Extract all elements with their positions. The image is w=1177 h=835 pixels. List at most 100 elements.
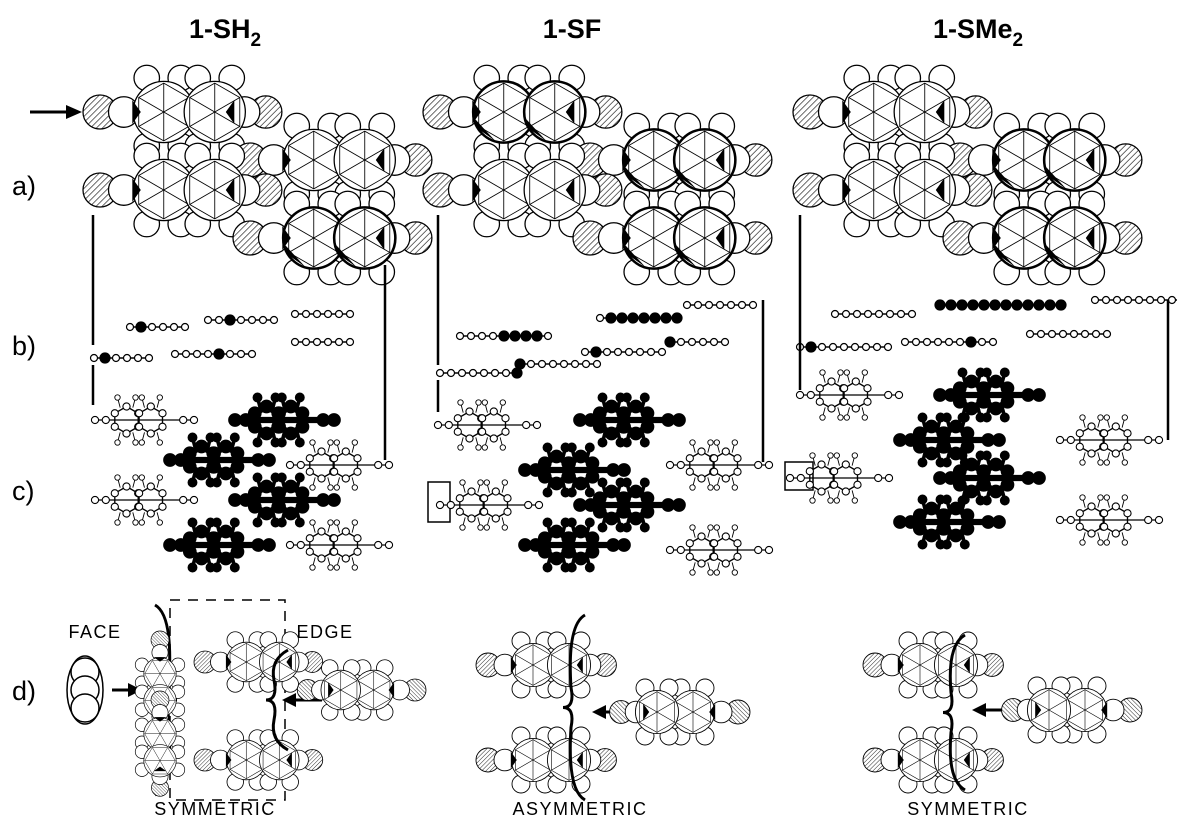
atom <box>347 311 354 318</box>
h-atom <box>1122 415 1127 420</box>
h-atom <box>862 370 867 375</box>
atom <box>993 516 1006 529</box>
atom <box>434 421 441 428</box>
atom <box>711 339 718 346</box>
h-atom <box>115 520 120 525</box>
atom <box>515 359 525 369</box>
h-atom <box>1080 415 1085 420</box>
row-label: c) <box>12 476 35 506</box>
h-atom <box>640 438 649 447</box>
atom <box>965 402 978 415</box>
atom <box>550 477 563 490</box>
atom <box>734 540 741 547</box>
h-atom <box>844 370 849 375</box>
atom <box>194 351 201 358</box>
h-atom <box>834 453 839 458</box>
atom <box>1034 300 1044 310</box>
h-atom <box>543 488 552 497</box>
atom <box>698 475 705 482</box>
atom <box>149 324 156 331</box>
h-atom <box>482 400 487 405</box>
atom <box>841 398 848 405</box>
h-atom <box>115 395 120 400</box>
atom <box>447 501 454 508</box>
h-atom <box>598 438 607 447</box>
atom <box>628 313 638 323</box>
atom <box>935 339 942 346</box>
h-atom <box>708 485 713 490</box>
atom <box>1158 297 1165 304</box>
atom <box>673 499 686 512</box>
atom <box>935 300 945 310</box>
atom <box>1033 389 1046 402</box>
h-atom <box>960 495 969 504</box>
atom <box>841 344 848 351</box>
h-atom <box>622 478 631 487</box>
atom <box>136 490 143 497</box>
ball-stick-molecule <box>796 370 902 420</box>
atom <box>734 553 741 560</box>
atom <box>875 474 882 481</box>
atom <box>957 300 967 310</box>
atom <box>111 490 118 497</box>
atom <box>978 395 991 408</box>
atom <box>220 467 233 480</box>
ball-stick-molecule <box>229 393 341 447</box>
h-atom <box>844 415 849 420</box>
atom <box>1049 331 1056 338</box>
ball-stick-molecule <box>91 395 197 445</box>
atom <box>885 391 892 398</box>
atom <box>684 302 691 309</box>
atom <box>260 480 273 493</box>
atom <box>492 515 499 522</box>
atom <box>336 339 343 346</box>
atom <box>728 302 735 309</box>
atom <box>273 420 286 433</box>
atom <box>136 503 143 510</box>
h-atom <box>1104 540 1109 545</box>
atom <box>208 460 221 473</box>
atom <box>91 416 98 423</box>
h-atom <box>585 488 594 497</box>
atom <box>832 311 839 318</box>
atom <box>672 313 682 323</box>
atom <box>503 370 510 377</box>
atom <box>965 375 978 388</box>
h-atom <box>690 485 695 490</box>
h-atom <box>212 518 221 527</box>
atom <box>978 465 991 478</box>
atom <box>1112 423 1119 430</box>
h-atom <box>640 523 649 532</box>
ball-stick-molecule <box>436 480 542 530</box>
atom <box>925 420 938 433</box>
arrow-head <box>282 693 296 707</box>
atom <box>938 522 951 535</box>
atom <box>190 496 197 503</box>
atom <box>1001 465 1014 478</box>
h-atom <box>328 565 333 570</box>
atom <box>263 454 276 467</box>
atom <box>297 461 304 468</box>
atom <box>1056 436 1063 443</box>
h-atom <box>500 400 505 405</box>
h-atom <box>598 523 607 532</box>
atom <box>136 410 143 417</box>
atom <box>325 311 332 318</box>
h-atom <box>328 485 333 490</box>
atom <box>585 414 598 427</box>
atom <box>641 407 654 420</box>
atom <box>102 496 109 503</box>
atom <box>490 435 497 442</box>
atom <box>818 488 825 495</box>
atom <box>990 485 1003 498</box>
h-atom <box>188 433 197 442</box>
atom <box>238 351 245 358</box>
atom <box>523 421 530 428</box>
atom <box>159 490 166 497</box>
h-atom <box>732 485 737 490</box>
atom <box>990 339 997 346</box>
atom <box>586 545 599 558</box>
row-label: b) <box>12 331 36 361</box>
atom <box>1023 300 1033 310</box>
atom <box>1076 430 1083 437</box>
